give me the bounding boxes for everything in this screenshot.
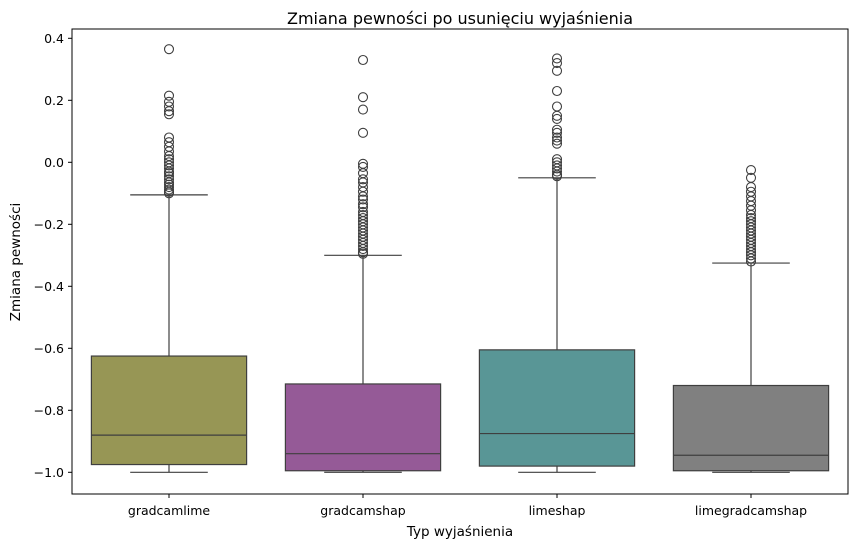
outlier-point xyxy=(163,109,175,120)
outlier-point xyxy=(357,191,369,202)
y-tick-label: −1.0 xyxy=(34,465,64,480)
x-tick-label: gradcamshap xyxy=(320,503,405,518)
outlier-point xyxy=(551,166,563,177)
outlier-point xyxy=(163,44,175,55)
y-axis: −1.0 −0.8 −0.6 −0.4 −0.2 0.0 0.2 0.4 xyxy=(34,31,72,480)
outlier-point xyxy=(551,127,563,138)
outlier-point xyxy=(163,90,175,101)
y-tick-label: −0.8 xyxy=(34,403,64,418)
outlier-point xyxy=(551,124,563,135)
outlier-point xyxy=(551,138,563,149)
y-tick-label: 0.0 xyxy=(44,155,64,170)
chart-title: Zmiana pewności po usunięciu wyjaśnienia xyxy=(287,9,633,28)
outlier-point xyxy=(551,85,563,97)
outlier-point xyxy=(163,160,175,171)
y-tick-label: −0.2 xyxy=(34,217,64,232)
box-group xyxy=(284,54,442,473)
outlier-point xyxy=(551,132,563,143)
outlier-point xyxy=(163,106,175,117)
outlier-point xyxy=(551,171,563,182)
outlier-point xyxy=(551,113,563,124)
outlier-point xyxy=(163,182,175,193)
box-iqr xyxy=(90,355,248,466)
box-iqr xyxy=(478,349,636,467)
box-iqr xyxy=(672,384,830,472)
outlier-point xyxy=(357,161,369,172)
outlier-point xyxy=(551,110,563,121)
x-tick-label: gradcamlime xyxy=(128,503,210,518)
y-tick-label: 0.4 xyxy=(44,31,64,46)
x-axis: gradcamlime gradcamshap limeshap limegradca… xyxy=(128,494,807,518)
outlier-point xyxy=(163,101,175,112)
x-axis-label: Typ wyjaśnienia xyxy=(406,524,513,540)
outlier-point xyxy=(745,205,757,216)
outlier-point xyxy=(745,250,757,261)
outlier-point xyxy=(163,146,175,157)
outlier-point xyxy=(163,163,175,174)
outlier-point xyxy=(163,171,175,182)
box-group xyxy=(672,165,830,473)
x-tick-label: limeshap xyxy=(529,503,586,518)
outlier-point xyxy=(551,135,563,146)
y-tick-label: −0.6 xyxy=(34,341,64,356)
outlier-point xyxy=(163,188,175,199)
outlier-point xyxy=(551,58,563,69)
outlier-point xyxy=(163,174,175,185)
outlier-point xyxy=(551,101,563,112)
outlier-point xyxy=(357,54,369,66)
plot-frame xyxy=(71,28,849,495)
outlier-point xyxy=(745,165,757,176)
outlier-point xyxy=(357,248,369,259)
outlier-point xyxy=(551,163,563,174)
box-group xyxy=(90,44,248,473)
outlier-point xyxy=(357,240,369,252)
outlier-point xyxy=(357,199,369,210)
plot-area xyxy=(90,44,830,473)
outlier-point xyxy=(357,194,369,205)
box-group xyxy=(478,53,636,473)
outlier-point xyxy=(745,253,757,264)
outlier-point xyxy=(551,53,563,64)
outlier-point xyxy=(357,127,369,138)
outlier-point xyxy=(551,65,563,76)
outlier-point xyxy=(745,256,757,267)
outlier-point xyxy=(357,92,369,103)
outlier-point xyxy=(357,104,369,115)
outlier-point xyxy=(357,202,369,213)
x-tick-label: limegradcamshap xyxy=(695,503,807,518)
y-tick-label: −0.4 xyxy=(34,279,64,294)
y-tick-label: 0.2 xyxy=(44,93,64,108)
outlier-point xyxy=(357,244,369,255)
outlier-point xyxy=(357,174,369,185)
outlier-point xyxy=(357,186,369,197)
box-iqr xyxy=(284,383,442,472)
y-axis-label: Zmiana pewności xyxy=(8,203,24,321)
